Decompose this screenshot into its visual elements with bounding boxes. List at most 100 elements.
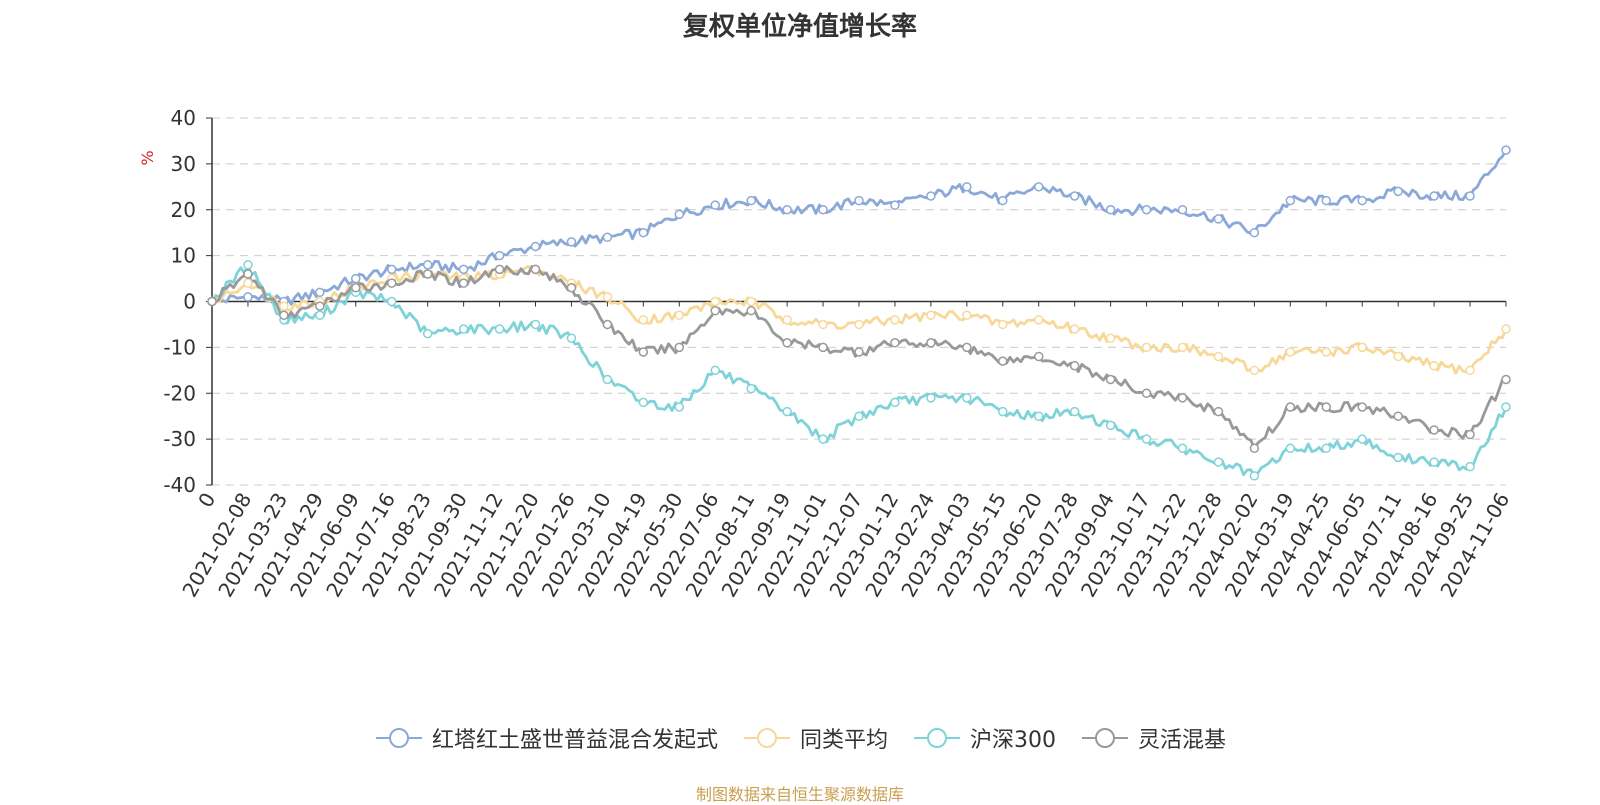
y-tick-label: 0 bbox=[183, 290, 196, 314]
data-point bbox=[710, 305, 720, 316]
data-point bbox=[1033, 411, 1044, 421]
y-tick-label: 40 bbox=[171, 106, 196, 130]
data-point bbox=[1393, 411, 1403, 421]
data-point bbox=[1249, 471, 1260, 481]
data-point bbox=[782, 315, 792, 325]
y-tick-label: 10 bbox=[171, 244, 196, 268]
data-point bbox=[1177, 443, 1188, 454]
legend-label: 沪深300 bbox=[970, 728, 1056, 753]
data-point bbox=[243, 278, 253, 288]
data-point bbox=[998, 319, 1008, 330]
data-point bbox=[1465, 191, 1475, 201]
data-point bbox=[530, 241, 541, 252]
data-point bbox=[746, 296, 756, 307]
data-point bbox=[458, 324, 469, 334]
data-point bbox=[602, 232, 613, 243]
data-point bbox=[351, 273, 361, 284]
y-tick-label: -30 bbox=[163, 427, 196, 451]
data-point bbox=[1465, 429, 1475, 440]
data-point bbox=[1285, 402, 1296, 412]
data-point bbox=[962, 182, 972, 192]
data-point bbox=[962, 342, 972, 353]
y-axis-label: % bbox=[138, 150, 157, 165]
data-point bbox=[494, 250, 505, 261]
legend-marker-icon bbox=[914, 728, 960, 748]
data-point bbox=[530, 319, 541, 330]
data-point bbox=[1069, 406, 1080, 417]
data-point bbox=[710, 200, 720, 210]
data-point bbox=[1177, 205, 1188, 215]
data-point bbox=[1321, 443, 1332, 454]
data-point bbox=[1429, 191, 1439, 201]
y-tick-label: -40 bbox=[163, 473, 196, 497]
data-point bbox=[1213, 214, 1224, 224]
legend-item[interactable]: 沪深300 bbox=[912, 722, 1056, 754]
data-point bbox=[1321, 402, 1332, 412]
data-point bbox=[1069, 360, 1080, 371]
legend-item[interactable]: 同类平均 bbox=[742, 722, 888, 754]
data-point bbox=[602, 374, 613, 385]
y-tick-label: -10 bbox=[163, 335, 196, 359]
data-point bbox=[351, 282, 361, 293]
data-point bbox=[315, 310, 325, 321]
data-point bbox=[386, 296, 397, 307]
data-point bbox=[890, 200, 900, 210]
data-point bbox=[638, 347, 649, 357]
data-point bbox=[926, 310, 936, 321]
data-point bbox=[746, 195, 756, 206]
legend-label: 红塔红土盛世普益混合发起式 bbox=[431, 728, 718, 753]
data-point bbox=[1429, 360, 1439, 371]
data-point bbox=[243, 269, 253, 279]
y-tick-label: -20 bbox=[163, 381, 196, 405]
data-point bbox=[854, 319, 864, 330]
data-point bbox=[243, 292, 253, 302]
data-point bbox=[1105, 333, 1116, 343]
legend-item[interactable]: 灵活混基 bbox=[1080, 722, 1226, 754]
data-point bbox=[746, 383, 756, 394]
data-point bbox=[1285, 443, 1296, 454]
data-point bbox=[315, 287, 325, 298]
legend-marker-icon bbox=[743, 728, 790, 748]
data-point bbox=[1141, 434, 1152, 444]
data-point bbox=[638, 227, 649, 238]
data-point bbox=[279, 310, 289, 321]
data-point bbox=[1501, 145, 1511, 155]
data-point bbox=[279, 301, 289, 311]
data-point bbox=[1033, 351, 1044, 362]
data-point bbox=[890, 315, 900, 325]
data-point bbox=[1465, 461, 1475, 472]
data-point bbox=[1285, 347, 1296, 357]
legend-item[interactable]: 红塔红土盛世普益混合发起式 bbox=[374, 722, 718, 754]
data-point bbox=[782, 406, 792, 417]
data-point bbox=[890, 397, 900, 408]
source-note: 制图数据来自恒生聚源数据库 bbox=[695, 785, 904, 804]
data-point bbox=[818, 205, 828, 215]
data-point bbox=[1393, 351, 1403, 362]
data-point bbox=[530, 264, 541, 275]
data-point bbox=[782, 205, 792, 215]
data-point bbox=[1213, 351, 1224, 362]
data-point bbox=[1357, 402, 1367, 412]
data-point bbox=[854, 411, 864, 421]
data-point bbox=[1141, 205, 1152, 215]
data-point bbox=[674, 209, 685, 220]
data-point bbox=[746, 305, 756, 316]
data-point bbox=[1033, 182, 1044, 192]
data-point bbox=[638, 315, 649, 325]
data-point bbox=[782, 338, 792, 348]
data-point bbox=[315, 301, 325, 311]
data-point bbox=[1465, 365, 1475, 376]
data-point bbox=[1105, 420, 1116, 431]
data-point bbox=[1069, 191, 1080, 201]
data-point bbox=[386, 278, 397, 288]
legend-label: 同类平均 bbox=[799, 728, 888, 753]
data-point bbox=[386, 264, 397, 275]
data-point bbox=[494, 324, 505, 334]
data-point bbox=[1105, 205, 1116, 215]
data-point bbox=[1105, 374, 1116, 385]
data-point bbox=[638, 397, 649, 408]
data-point bbox=[566, 282, 577, 293]
data-point bbox=[207, 296, 217, 307]
data-point bbox=[926, 191, 936, 201]
